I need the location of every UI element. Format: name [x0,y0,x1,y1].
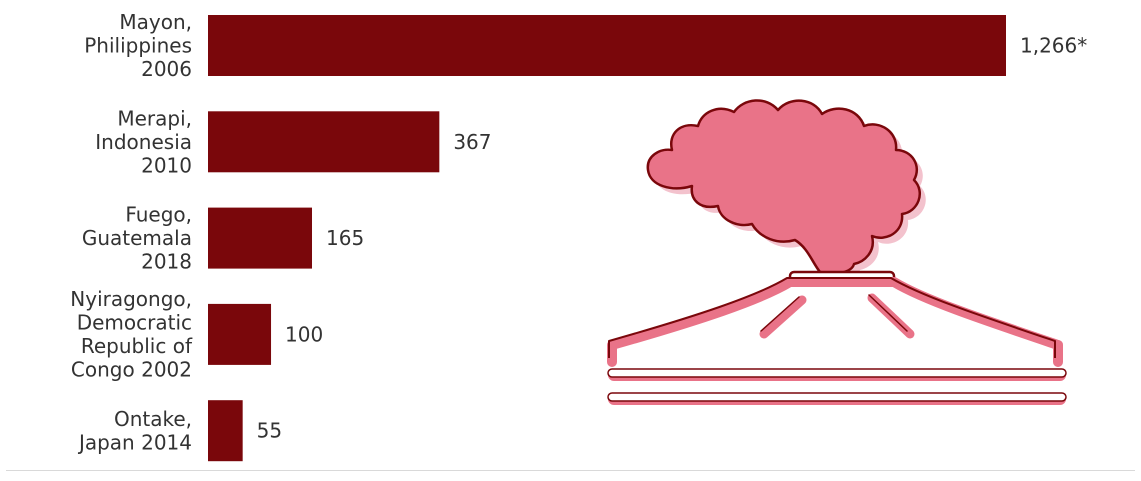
bar [208,303,272,365]
category-label: 2010 [141,153,192,177]
bar [208,111,440,173]
category-label: Congo 2002 [71,358,192,382]
category-label: 2018 [141,250,192,274]
bar-value-label: 367 [453,130,491,154]
volcano-icon [607,99,1067,405]
bar-value-label: 165 [326,226,364,250]
category-label: Indonesia [95,130,192,154]
category-label: Japan 2014 [77,430,192,454]
category-label: Democratic [77,311,192,335]
category-label: Ontake, [114,407,192,431]
category-label: Mayon, [119,10,192,34]
category-label: Fuego, [125,203,192,227]
category-label: Nyiragongo, [70,287,192,311]
bar [208,15,1006,76]
category-label: Republic of [81,334,193,358]
bar-value-label: 55 [257,419,282,443]
bar [208,207,313,269]
bottom-divider [6,470,1135,471]
category-label: Philippines [84,34,192,58]
category-label: 2006 [141,57,192,81]
bar-value-label: 1,266* [1020,34,1087,58]
bar [208,400,243,462]
category-label: Guatemala [82,226,192,250]
bar-value-label: 100 [285,322,323,346]
category-label: Merapi, [117,106,192,130]
